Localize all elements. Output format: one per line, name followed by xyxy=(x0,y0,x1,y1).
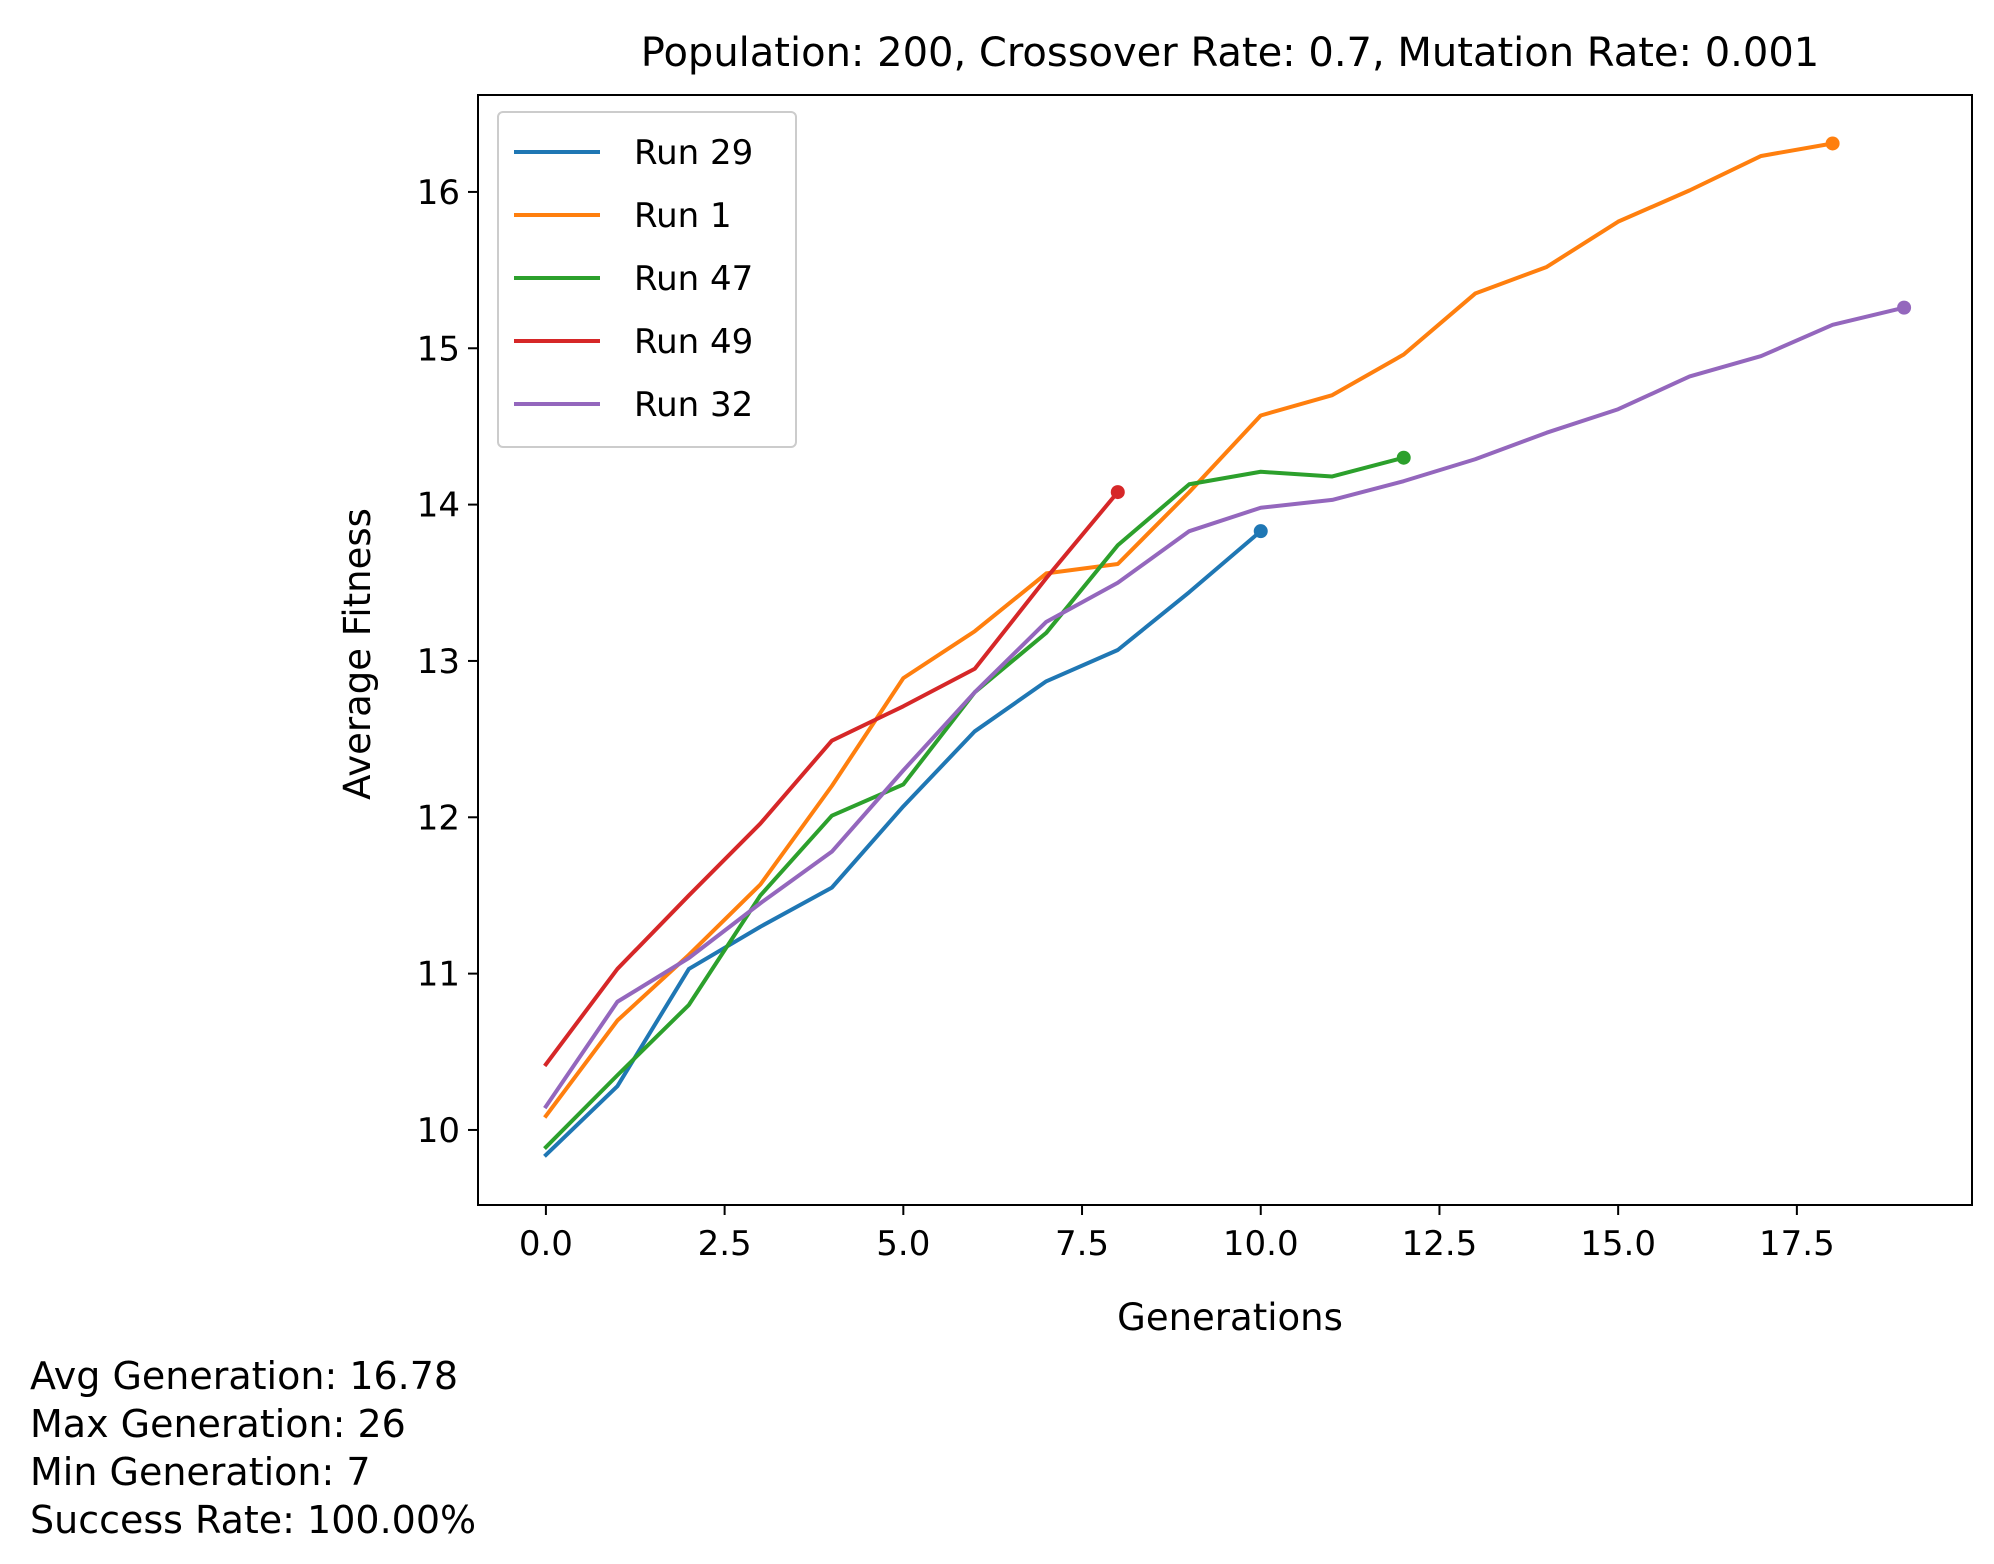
axes: 0.0 2.5 5.0 7.5 10.0 12.5 15.0 17.5 10 11 12 13 14 15… xyxy=(417,94,1973,1264)
legend: Run 29 Run 1 Run 47 Run 49 Run 32 xyxy=(497,111,797,448)
legend-label-run-32: Run 32 xyxy=(634,385,753,425)
min-generation-text: Min Generation: 7 xyxy=(30,1450,371,1494)
y-tick-label: 15 xyxy=(417,329,460,369)
x-tick-label: 12.5 xyxy=(1402,1224,1478,1264)
y-tick-label: 16 xyxy=(417,173,460,213)
x-tick-label: 10.0 xyxy=(1223,1224,1299,1264)
x-tick-label: 2.5 xyxy=(698,1224,752,1264)
end-marker-run-1 xyxy=(1825,136,1840,151)
end-marker-run-32 xyxy=(1897,300,1912,315)
end-marker-run-49 xyxy=(1110,485,1125,500)
x-tick-label: 5.0 xyxy=(876,1224,930,1264)
x-tick-label: 17.5 xyxy=(1759,1224,1835,1264)
y-tick-label: 12 xyxy=(417,798,460,838)
legend-label-run-1: Run 1 xyxy=(634,196,732,236)
run-statistics: Avg Generation: 16.78 Max Generation: 26… xyxy=(30,1352,476,1544)
y-tick-label: 14 xyxy=(417,486,460,526)
legend-label-run-29: Run 29 xyxy=(634,133,753,173)
series-line-run-47 xyxy=(543,455,1407,1150)
chart-title: Population: 200, Crossover Rate: 0.7, Mu… xyxy=(641,30,1819,76)
y-tick-label: 11 xyxy=(417,955,460,995)
max-generation-text: Max Generation: 26 xyxy=(30,1402,406,1446)
plot-frame xyxy=(477,94,1973,1206)
x-tick-label: 15.0 xyxy=(1580,1224,1656,1264)
x-tick-label: 7.5 xyxy=(1055,1224,1109,1264)
x-tick-label: 0.0 xyxy=(519,1224,573,1264)
end-marker-run-47 xyxy=(1396,450,1411,465)
legend-label-run-49: Run 49 xyxy=(634,322,753,362)
x-axis-label: Generations xyxy=(1117,1296,1343,1339)
success-rate-text: Success Rate: 100.00% xyxy=(30,1498,477,1542)
series-line-run-49 xyxy=(543,489,1121,1068)
y-axis-label: Average Fitness xyxy=(336,508,379,800)
series-line-run-1 xyxy=(543,141,1835,1119)
end-marker-run-29 xyxy=(1253,524,1268,539)
y-tick-label: 10 xyxy=(417,1111,460,1151)
series-line-run-29 xyxy=(543,528,1264,1158)
y-tick-label: 13 xyxy=(417,642,460,682)
series-line-run-32 xyxy=(543,305,1907,1110)
plot-area xyxy=(543,136,1912,1158)
legend-box xyxy=(497,111,797,448)
legend-label-run-47: Run 47 xyxy=(634,259,753,299)
avg-generation-text: Avg Generation: 16.78 xyxy=(30,1354,459,1398)
